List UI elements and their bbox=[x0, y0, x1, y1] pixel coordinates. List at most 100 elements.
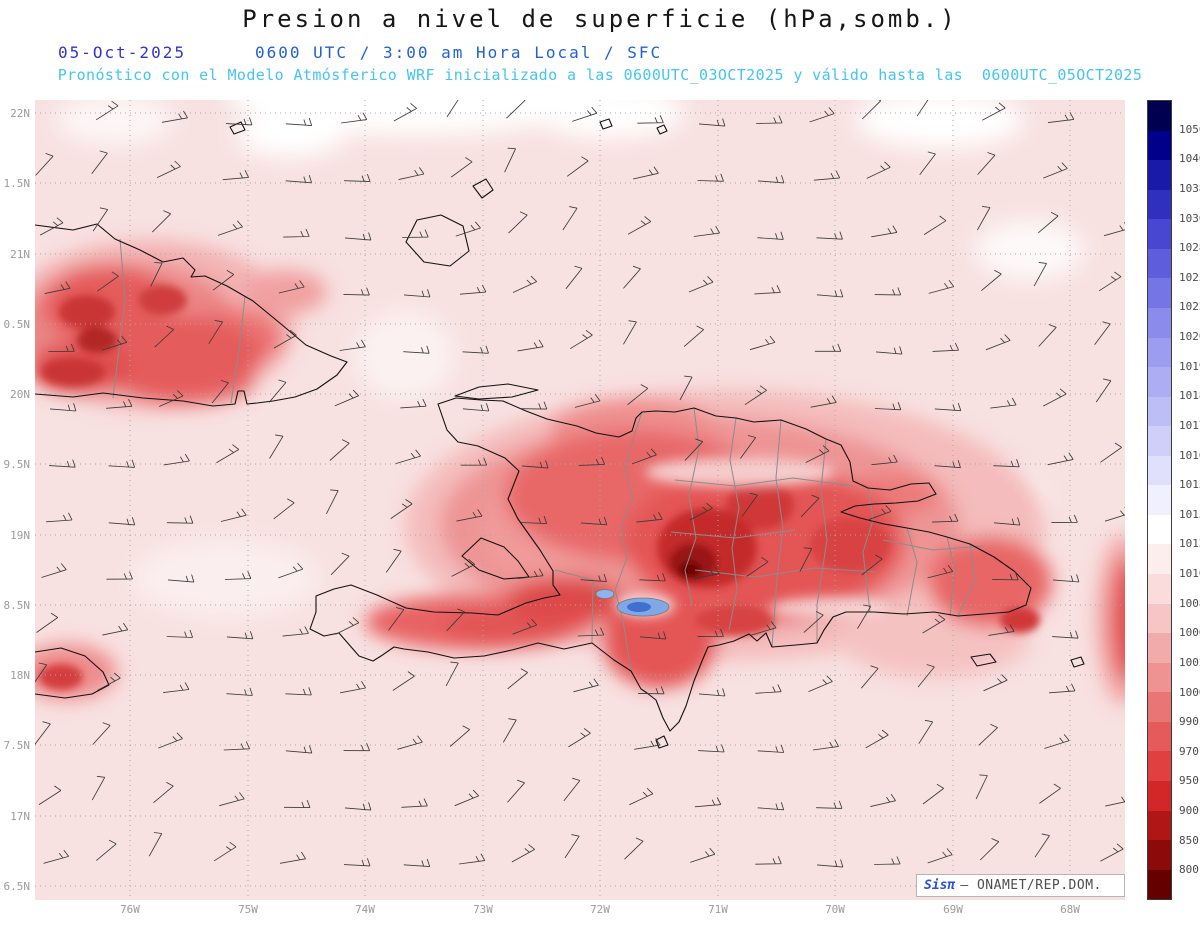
wind-barb bbox=[102, 622, 129, 636]
wind-barb bbox=[746, 556, 769, 577]
colorbar-label: 1038 bbox=[1179, 181, 1200, 195]
wind-barb bbox=[41, 563, 67, 578]
wind-barb bbox=[455, 221, 481, 237]
wind-barb bbox=[156, 160, 181, 178]
wind-barb bbox=[1052, 630, 1079, 639]
wind-barb bbox=[106, 571, 133, 580]
wind-barb bbox=[1094, 321, 1111, 345]
wind-barb bbox=[624, 837, 644, 860]
wind-barb bbox=[683, 325, 704, 347]
colorbar-segment bbox=[1148, 869, 1171, 900]
wind-barb bbox=[563, 777, 581, 802]
colorbar-segment bbox=[1148, 662, 1171, 693]
wind-barb bbox=[223, 741, 250, 751]
wind-barb bbox=[572, 106, 598, 122]
wind-barb bbox=[578, 456, 606, 466]
wind-barb bbox=[1048, 683, 1076, 694]
wind-barb bbox=[689, 502, 713, 521]
wind-barb bbox=[1043, 162, 1068, 179]
wind-barb bbox=[919, 151, 936, 175]
wind-barb bbox=[512, 275, 537, 293]
wind-barb bbox=[990, 397, 1017, 409]
wind-barb bbox=[456, 509, 483, 522]
wind-barb bbox=[983, 674, 1008, 692]
wind-barb bbox=[1100, 843, 1124, 862]
wind-barb bbox=[388, 607, 405, 631]
wind-barb bbox=[273, 329, 297, 349]
wind-barb bbox=[871, 225, 898, 238]
wind-barb bbox=[808, 675, 833, 692]
wind-barb bbox=[101, 335, 128, 351]
watermark-text: — ONAMET/REP.DOM. bbox=[960, 878, 1102, 893]
wind-barb bbox=[398, 167, 425, 181]
lat-tick-label: 8.5N bbox=[3, 599, 31, 612]
wind-barb bbox=[816, 859, 844, 868]
wind-barb bbox=[208, 319, 223, 345]
lon-tick-label: 71W bbox=[708, 903, 728, 916]
wind-barb bbox=[96, 839, 117, 861]
wind-barb bbox=[166, 629, 194, 638]
wind-barb bbox=[639, 631, 667, 640]
lon-tick-label: 69W bbox=[943, 903, 963, 916]
wind-barb bbox=[992, 572, 1019, 581]
wind-barb bbox=[35, 153, 54, 176]
wind-barbs bbox=[35, 100, 1125, 868]
wind-barb bbox=[459, 853, 486, 865]
wind-barb bbox=[152, 210, 171, 233]
wind-barb bbox=[504, 147, 516, 173]
wind-barb bbox=[462, 403, 490, 412]
wind-barb bbox=[285, 745, 313, 754]
wind-barb bbox=[403, 858, 431, 868]
wind-barb bbox=[629, 787, 654, 806]
colorbar-label: 1030 bbox=[1179, 211, 1200, 225]
wind-barb bbox=[757, 802, 785, 811]
wind-barb bbox=[108, 459, 136, 468]
pressure-map bbox=[35, 100, 1125, 900]
wind-barb bbox=[812, 739, 839, 751]
wind-barb bbox=[860, 665, 879, 689]
wind-barb bbox=[285, 174, 313, 184]
wind-barb bbox=[698, 744, 725, 753]
wind-barb bbox=[1039, 783, 1061, 804]
wind-barb bbox=[934, 402, 962, 412]
wind-barb bbox=[343, 743, 370, 752]
wind-barb bbox=[502, 718, 517, 743]
wind-barb bbox=[688, 276, 714, 293]
colorbar-segment bbox=[1148, 603, 1171, 634]
wind-barb bbox=[636, 511, 663, 523]
colorbar-segment bbox=[1148, 721, 1171, 752]
wind-barb bbox=[326, 489, 339, 514]
wind-barb bbox=[580, 573, 607, 583]
wind-barb bbox=[698, 688, 726, 697]
colorbar-label: 900 bbox=[1179, 804, 1199, 818]
wind-barb bbox=[217, 220, 243, 236]
wind-barb bbox=[870, 793, 896, 808]
wind-barb bbox=[339, 339, 366, 351]
wind-barb bbox=[993, 459, 1020, 468]
wind-barb bbox=[392, 671, 415, 691]
wind-barb bbox=[698, 118, 726, 127]
wind-barb bbox=[220, 508, 247, 522]
wind-barb bbox=[857, 604, 872, 629]
wind-barb bbox=[44, 281, 71, 295]
wind-barb bbox=[1034, 833, 1050, 858]
wind-barb bbox=[1047, 112, 1075, 124]
lat-tick-label: 17N bbox=[10, 810, 30, 823]
wind-barb bbox=[385, 548, 402, 573]
wind-barb bbox=[816, 289, 844, 298]
wind-barb bbox=[816, 800, 843, 809]
wind-barb bbox=[922, 783, 944, 805]
wind-barb bbox=[283, 228, 310, 238]
colorbar-scale bbox=[1148, 101, 1171, 900]
lat-tick-label: 22N bbox=[10, 107, 30, 120]
wind-barb bbox=[335, 617, 360, 635]
colorbar-segment bbox=[1148, 130, 1171, 161]
wind-barb bbox=[749, 335, 776, 351]
wind-barb bbox=[871, 454, 898, 466]
wind-barb bbox=[166, 515, 194, 524]
wind-barb bbox=[874, 287, 902, 296]
coast-cuba bbox=[35, 223, 348, 407]
wind-barb bbox=[211, 379, 229, 404]
wind-barb bbox=[923, 215, 947, 235]
wind-barb bbox=[918, 719, 934, 744]
